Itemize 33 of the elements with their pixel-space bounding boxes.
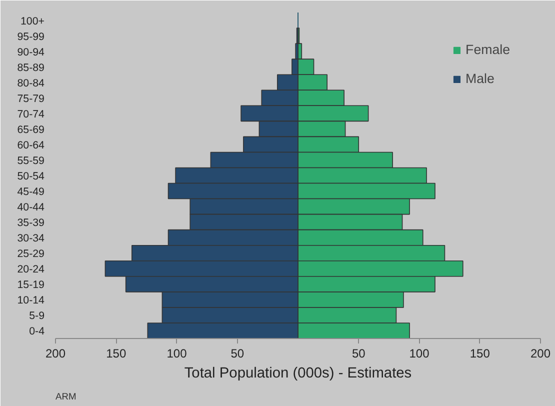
x-tick-label: 50 <box>352 346 366 360</box>
y-tick-label: 40-44 <box>17 202 45 214</box>
y-tick-label: 90-94 <box>17 46 45 58</box>
x-tick-label: 100 <box>409 346 430 360</box>
x-axis-title: Total Population (000s) - Estimates <box>184 366 412 382</box>
y-tick-label: 60-64 <box>17 139 45 152</box>
y-tick-label: 15-19 <box>17 279 45 292</box>
y-tick-label: 100+ <box>20 15 45 28</box>
y-tick-label: 70-74 <box>17 108 45 120</box>
y-tick-label: 20-24 <box>17 264 45 276</box>
x-tick-label: 100 <box>166 346 188 360</box>
y-tick-label: 45-49 <box>17 186 45 198</box>
x-tick-label: 200 <box>45 346 66 360</box>
y-tick-label: 95-99 <box>17 30 45 43</box>
x-tick-label: 50 <box>230 346 244 360</box>
y-tick-label: 80-84 <box>17 77 45 90</box>
y-tick-label: 35-39 <box>17 217 45 230</box>
x-tick-label: 150 <box>470 346 490 360</box>
y-tick-label: 65-69 <box>17 124 45 136</box>
y-tick-label: 75-79 <box>17 92 45 105</box>
y-tick-label: 0-4 <box>29 326 45 338</box>
y-tick-label: 50-54 <box>17 170 45 182</box>
legend-label: Female <box>466 42 510 57</box>
x-tick-label: 150 <box>106 346 126 360</box>
y-tick-label: 10-14 <box>17 294 45 307</box>
legend-label: Male <box>466 71 494 86</box>
y-tick-label: 25-29 <box>17 248 45 260</box>
y-tick-label: 85-89 <box>17 62 45 74</box>
text: ARM <box>56 392 76 402</box>
y-tick-label: 5-9 <box>29 310 45 322</box>
x-tick-label: 200 <box>530 346 551 360</box>
y-tick-label: 30-34 <box>17 232 45 245</box>
y-tick-label: 55-59 <box>17 154 45 167</box>
